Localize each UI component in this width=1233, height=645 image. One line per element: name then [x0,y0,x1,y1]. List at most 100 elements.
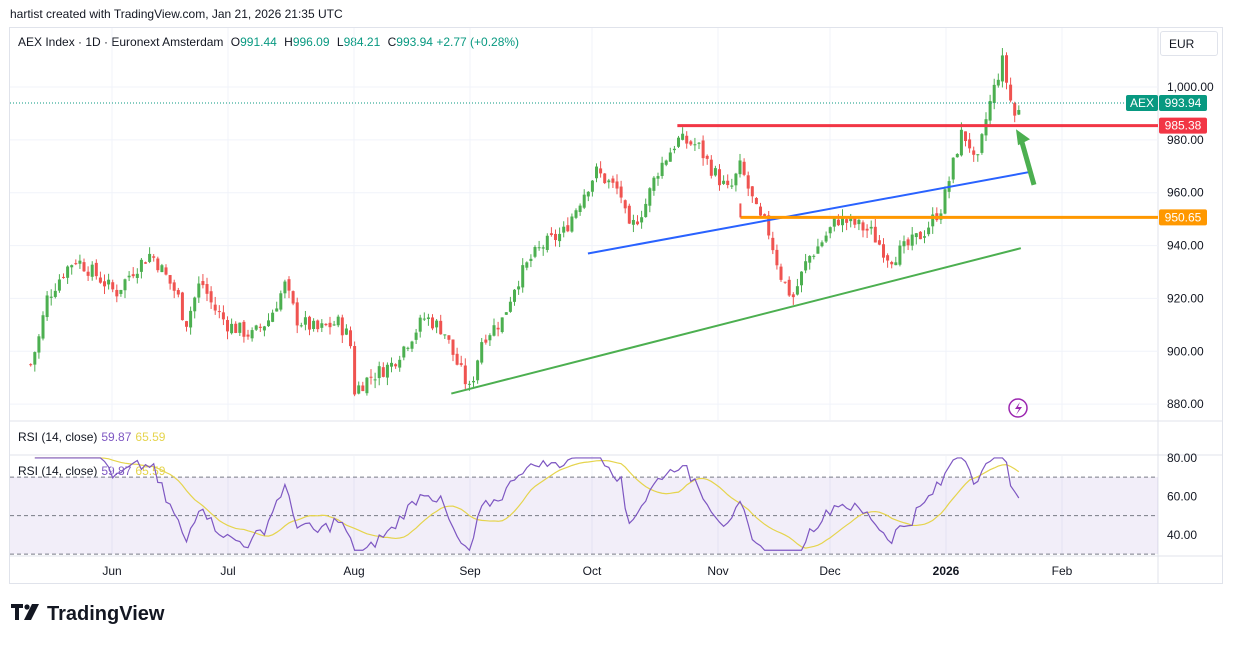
symbol-description[interactable]: AEX Index · 1D · Euronext Amsterdam [18,35,224,49]
currency-selector[interactable]: EUR [1160,31,1218,56]
candle-body [660,162,664,176]
candle-body [607,180,611,183]
red-level-badge-text: 985.38 [1165,119,1202,133]
candle-body [402,346,406,358]
candle-body [677,137,681,147]
rsi-tick-label: 60.00 [1167,489,1197,503]
candle-body [443,334,447,336]
candle-body [525,262,529,268]
candle-body [931,214,935,227]
time-tick-label: Dec [819,564,840,578]
candle-body [172,282,176,291]
candle-body [623,200,627,209]
candle-body [783,281,787,283]
candle-body [644,203,648,218]
time-tick-label: Oct [583,564,602,578]
candle-body [303,317,307,325]
candle-body [74,263,78,265]
candle-body [492,325,496,336]
candle-body [513,289,517,302]
close-label: C [387,35,397,49]
candle-body [33,352,37,365]
candle-body [447,335,451,340]
candle-body [62,276,66,278]
candle-body [234,323,238,333]
tradingview-logo[interactable]: TradingView [11,603,164,626]
candle-body [156,258,160,271]
candle-body [131,274,135,277]
candle-body [209,291,213,303]
low-label: L [336,35,344,49]
candle-body [365,377,369,394]
candle-body [197,283,201,298]
candle-body [291,291,295,304]
candle-body [148,253,152,262]
lightning-icon[interactable] [1008,398,1028,418]
candle-body [160,265,164,273]
candle-body [599,168,603,174]
candle-body [98,277,102,283]
candle-body [1017,110,1021,115]
candle-body [898,245,902,265]
candle-body [328,322,332,328]
candle-body [562,226,566,233]
blue-trendline[interactable] [587,170,1033,255]
candle-body [262,326,266,331]
rsi-legend-1[interactable]: RSI (14, close) 59.87 65.59 [18,430,165,444]
candle-body [976,154,980,156]
candle-body [312,320,316,329]
candle-body [742,161,746,175]
candle-body [754,198,758,205]
candle-body [53,290,57,297]
time-tick-label: Nov [707,564,728,578]
candle-body [103,281,107,287]
green-trendline[interactable] [451,247,1022,395]
price-tick-label: 920.00 [1167,291,1204,305]
candle-body [340,317,344,336]
candle-body [287,279,291,291]
candle-body [250,330,254,339]
candle-body [414,332,418,340]
candle-body [29,364,33,366]
candle-body [545,235,549,250]
ticker-badge-text: AEX [1130,96,1154,110]
candle-body [86,271,90,276]
candle-body [529,258,533,261]
high-label: H [284,35,293,49]
candle-body [1013,103,1017,116]
candle-body [894,262,898,266]
candle-body [853,218,857,225]
candle-body [496,327,500,330]
candle-body [705,155,709,159]
candle-body [226,320,230,332]
candle-body [636,221,640,225]
time-tick-label: Jun [102,564,121,578]
candle-body [668,152,672,162]
candle-body [972,150,976,155]
candle-body [275,308,279,312]
candle-body [619,186,623,198]
candle-body [927,227,931,235]
candle-body [431,317,435,329]
candle-body [631,219,635,225]
candle-body [201,281,205,286]
candle-body [836,219,840,226]
candle-body [418,317,422,332]
arrow-annotation[interactable] [1017,134,1037,186]
candle-body [422,318,426,320]
candle-body [1000,55,1004,82]
candle-body [176,290,180,295]
candle-body [361,385,365,392]
candle-body [410,341,414,349]
price-tick-label: 960.00 [1167,186,1204,200]
candle-body [476,360,480,381]
candle-body [685,135,689,144]
red-level-badge [1159,117,1207,134]
candle-body [722,180,726,184]
candle-body [94,262,98,277]
time-tick-label: Jul [220,564,235,578]
symbol-legend[interactable]: AEX Index · 1D · Euronext Amsterdam O991… [18,35,519,49]
candle-body [775,249,779,266]
candle-body [771,237,775,251]
